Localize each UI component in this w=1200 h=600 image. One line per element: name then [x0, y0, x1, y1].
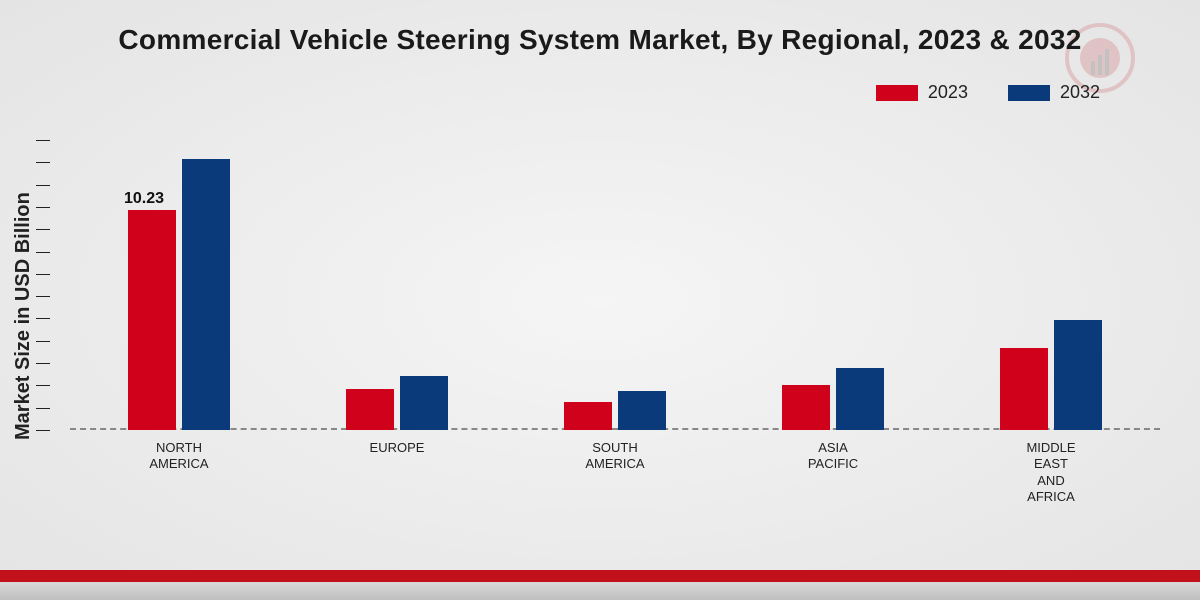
category-label: EUROPE [327, 440, 467, 456]
legend-swatch-2032 [1008, 85, 1050, 101]
bar-value-label: 10.23 [124, 190, 164, 208]
bar-2023 [1000, 348, 1048, 430]
chart-canvas: Commercial Vehicle Steering System Marke… [0, 0, 1200, 600]
bar-2023 [128, 210, 176, 430]
footer-gray-bar [0, 582, 1200, 600]
bar-2023 [564, 402, 612, 430]
legend-item-2023: 2023 [876, 82, 968, 103]
legend-label-2032: 2032 [1060, 82, 1100, 103]
legend-label-2023: 2023 [928, 82, 968, 103]
bar-group: MIDDLEEASTANDAFRICA [1000, 320, 1102, 430]
legend-item-2032: 2032 [1008, 82, 1100, 103]
category-label: SOUTHAMERICA [545, 440, 685, 473]
bar-group: ASIAPACIFIC [782, 368, 884, 430]
category-label: MIDDLEEASTANDAFRICA [981, 440, 1121, 505]
category-label: ASIAPACIFIC [763, 440, 903, 473]
bar-2023 [346, 389, 394, 430]
legend-swatch-2023 [876, 85, 918, 101]
y-axis-ticks [36, 140, 50, 430]
plot-area: NORTHAMERICAEUROPESOUTHAMERICAASIAPACIFI… [70, 140, 1160, 430]
footer-red-bar [0, 570, 1200, 582]
bar-2032 [400, 376, 448, 430]
chart-title: Commercial Vehicle Steering System Marke… [0, 24, 1200, 56]
bar-2032 [836, 368, 884, 430]
bar-group: SOUTHAMERICA [564, 391, 666, 430]
category-label: NORTHAMERICA [109, 440, 249, 473]
bar-2023 [782, 385, 830, 430]
y-axis-label: Market Size in USD Billion [12, 192, 35, 440]
bar-group: EUROPE [346, 376, 448, 430]
legend: 2023 2032 [876, 82, 1100, 103]
bar-2032 [618, 391, 666, 430]
bar-2032 [1054, 320, 1102, 430]
bar-2032 [182, 159, 230, 430]
